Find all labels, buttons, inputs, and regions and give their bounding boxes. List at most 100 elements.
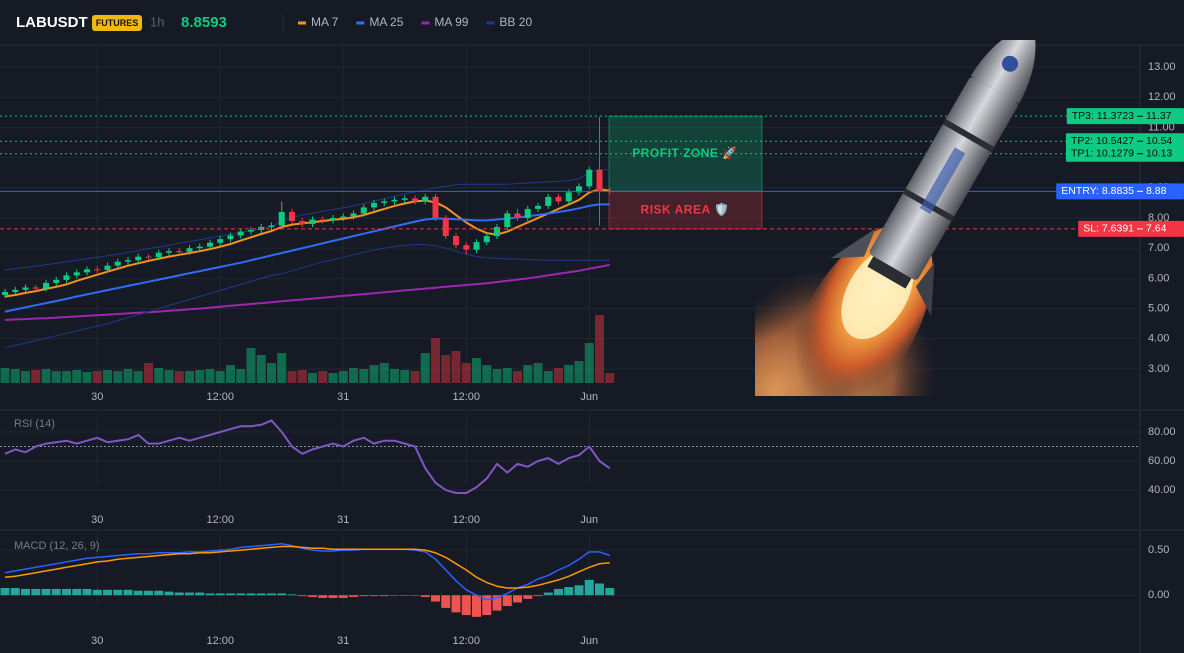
histogram-bar [174,592,184,596]
level-label: TP3: 11.3723 [1072,110,1134,122]
candle-body [196,246,203,249]
volume-bar [420,353,430,383]
histogram-bar [236,593,246,596]
x-tick-label: Jun [580,391,598,403]
histogram-bar [420,595,430,598]
level-axis-label: 7.64 [1146,223,1167,235]
candle-body [381,201,388,203]
candle-body [166,251,172,253]
candle-body [576,186,582,193]
level-label: ENTRY: 8.8835 [1061,185,1134,197]
x-tick-label: 30 [91,514,103,526]
candle-body [227,235,234,240]
candle-body [565,192,572,202]
x-tick-label: Jun [580,514,598,526]
zone [608,190,763,230]
histogram-bar [185,592,194,596]
band-lower [4,244,610,349]
volume-bar [574,361,584,383]
candle-body [104,265,111,270]
candle-body [299,221,306,225]
last-price: 8.8593 [181,14,227,31]
zone-label: RISK AREA 🛡️ [641,202,730,216]
candle-body [391,199,398,202]
histogram-bar [10,588,20,596]
volume-bar [338,371,348,383]
panes: 13.0012.0011.0010.009.008.007.006.005.00… [0,15,1184,647]
volume-bar [82,372,92,383]
volume-bar [492,369,502,383]
candle-body [145,256,152,258]
candle-body [135,256,142,261]
histogram-bar [513,595,522,603]
histogram-bar [523,595,533,599]
candle-body [432,196,439,218]
y-tick-label: 0.50 [1148,544,1169,556]
histogram-bar [0,588,10,596]
volume-bar [195,370,205,383]
histogram-bar [92,589,102,596]
legend-label: BB 20 [499,15,532,29]
x-tick-label: 31 [337,514,349,526]
level-label: TP1: 10.1279 [1071,148,1134,160]
candle-body [217,239,224,243]
volume-bar [595,315,604,383]
candle-body [84,269,90,273]
volume-bar [62,371,71,383]
histogram-bar [338,595,348,598]
candle-body [545,196,552,206]
candle-body [12,289,19,292]
histogram-bar [400,595,410,596]
x-tick-label: 12:00 [452,635,480,647]
x-tick-label: Jun [580,635,598,647]
candle-body [350,213,357,217]
badge-background [92,15,142,31]
histogram-bar [359,595,369,597]
y-tick-label: 60.00 [1148,455,1176,467]
volume-bar [236,369,246,383]
level-tag [1066,108,1184,125]
histogram-bar [123,589,133,596]
candle-body [371,202,377,208]
x-tick-label: 12:00 [206,391,234,403]
candle-body [463,245,470,250]
candle-body [278,211,285,226]
volume-bar [369,365,379,383]
volume-bar [390,369,399,383]
volume-bar [451,351,461,383]
y-tick-label: 0.00 [1148,589,1169,601]
volume-bar [215,371,225,383]
volume-bar [287,371,297,383]
volume-bar [103,370,112,383]
x-tick-label: 12:00 [452,391,480,403]
volume-bar [256,355,266,383]
histogram-bar [62,588,71,596]
histogram-bar [21,588,30,596]
volume-bar [51,371,61,383]
histogram-bar [369,595,379,597]
volume-bar [246,348,256,383]
candle-body [309,219,316,225]
histogram-bar [472,595,481,617]
candle-body [289,211,295,222]
x-tick-label: 31 [337,635,349,647]
legend-label: MA 99 [434,15,468,29]
histogram-bar [267,593,276,596]
y-tick-label: 40.00 [1148,484,1176,496]
volume-bar [72,370,82,383]
histogram-bar [441,595,451,608]
y-tick-label: 12.00 [1148,91,1176,103]
x-tick-label: 30 [91,391,103,403]
volume-bar [564,365,574,383]
volume-bar [92,371,102,383]
candle-body [125,260,131,262]
x-tick-label: 12:00 [452,514,480,526]
histogram-bar [164,591,174,596]
histogram-bar [318,595,328,598]
level-label: TP2: 10.5427 [1071,135,1134,147]
volume-bar [431,338,440,383]
candle-body [401,198,408,200]
volume-bar [174,371,184,383]
volume-bar [349,368,358,383]
